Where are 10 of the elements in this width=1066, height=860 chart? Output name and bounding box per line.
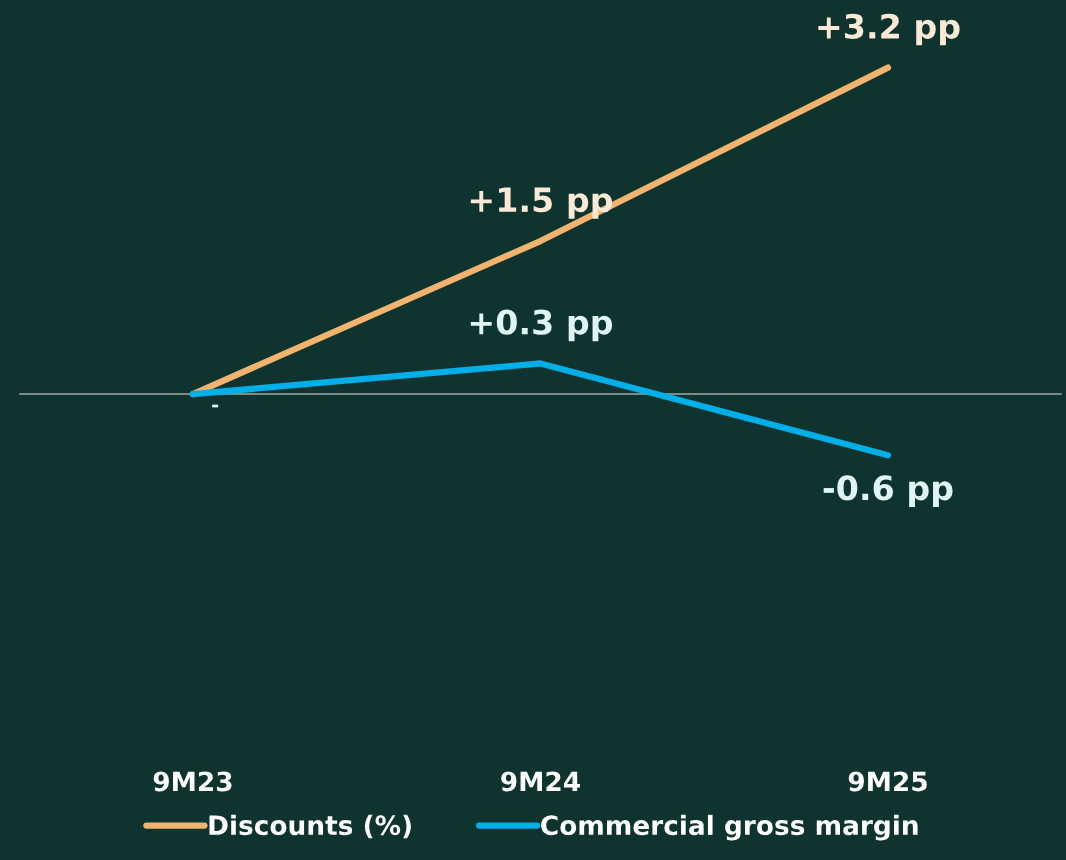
data-label: -0.6 pp (823, 475, 953, 507)
x-tick-label: 9M23 (153, 771, 232, 792)
legend-label: Discounts (%) (209, 814, 411, 839)
legend-label: Commercial gross margin (541, 814, 918, 841)
x-tick-label: 9M24 (501, 771, 580, 792)
data-label: - (212, 404, 219, 408)
data-label: +1.5 pp (470, 187, 613, 219)
data-label: +0.3 pp (470, 309, 613, 342)
x-tick-label: 9M25 (848, 771, 927, 792)
data-label: +3.2 pp (818, 13, 960, 46)
